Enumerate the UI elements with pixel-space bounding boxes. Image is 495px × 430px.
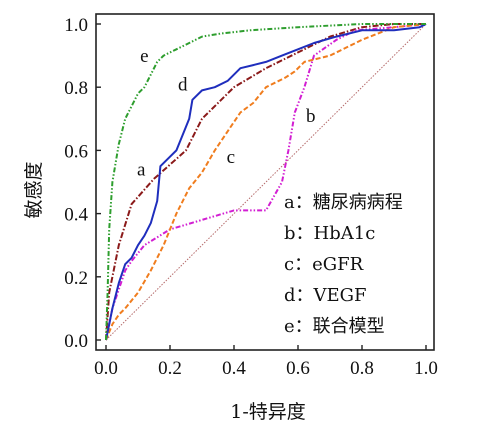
y-tick-label: 0.6 — [64, 141, 88, 162]
series-e-curve — [105, 23, 426, 341]
curve-label-a: a — [137, 160, 146, 181]
reference-diagonal — [105, 23, 427, 341]
roc-curves — [105, 23, 427, 341]
x-axis-label: 1-特异度 — [230, 401, 306, 423]
curve-label-d: d — [178, 74, 188, 95]
y-tick-label: 1.0 — [64, 15, 88, 36]
legend-entry: d：VEGF — [284, 285, 367, 306]
y-tick-label: 0.4 — [64, 205, 88, 226]
series-a-curve — [105, 23, 426, 341]
y-axis-label: 敏感度 — [23, 161, 45, 218]
curve-labels: e d a c b — [137, 46, 316, 181]
curve-label-e: e — [140, 46, 148, 67]
y-tick-label: 0.0 — [64, 331, 88, 352]
legend-entry: a：糖尿病病程 — [284, 192, 403, 213]
x-tick-label: 0.2 — [158, 358, 182, 379]
plot-border — [95, 13, 435, 351]
series-c-curve — [105, 23, 427, 341]
y-tick-label: 0.2 — [64, 268, 88, 289]
legend-entry: e：联合模型 — [284, 316, 385, 337]
x-tick-label: 0.6 — [286, 358, 310, 379]
x-tick-label: 1.0 — [414, 358, 438, 379]
x-tick-label: 0.8 — [350, 358, 374, 379]
legend-entry: c：eGFR — [284, 254, 364, 275]
axis-ticks: 0.0 0.2 0.4 0.6 0.8 1.0 0.0 0.2 0.4 0.6 0.8 1.0 — [64, 15, 438, 379]
legend-entry: b：HbA1c — [284, 223, 375, 244]
plot-frame — [95, 13, 435, 351]
reference-line — [105, 23, 427, 341]
x-tick-label: 0.4 — [222, 358, 246, 379]
legend: a：糖尿病病程 b：HbA1c c：eGFR d：VEGF e：联合模型 — [284, 192, 403, 337]
curve-label-b: b — [306, 106, 316, 127]
curve-label-c: c — [227, 147, 235, 168]
y-tick-label: 0.8 — [64, 78, 88, 99]
series-d-curve — [105, 23, 427, 341]
x-tick-label: 0.0 — [94, 358, 118, 379]
